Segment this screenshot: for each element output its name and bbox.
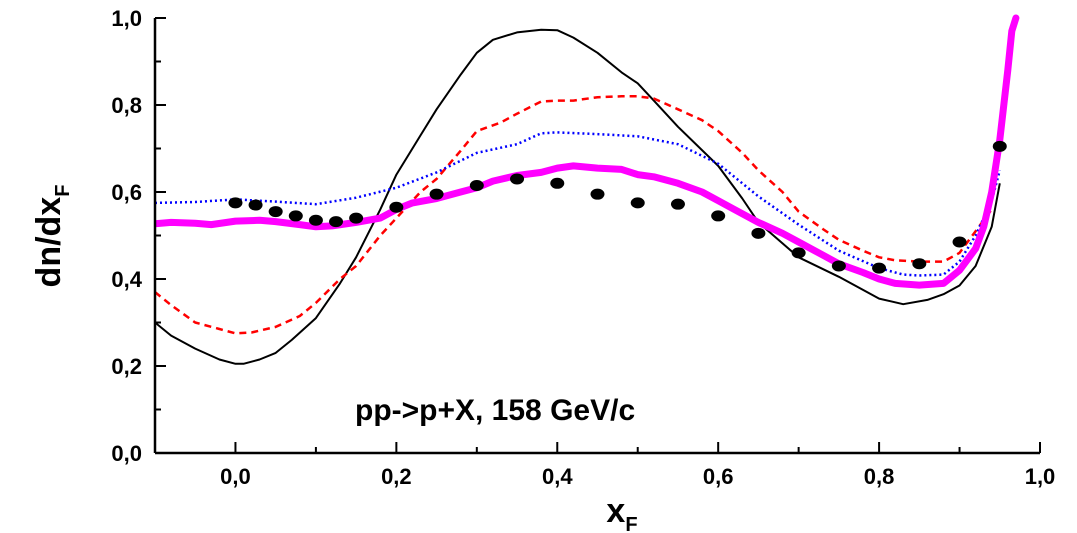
series-line-dashed [155, 95, 993, 335]
data-point-marker [429, 188, 444, 200]
y-axis-title-main: dn/dx [30, 197, 68, 288]
data-point-marker [349, 212, 364, 224]
data-point-marker [590, 188, 605, 200]
chart-annotation: pp->p+X, 158 GeV/c [355, 394, 635, 427]
data-point-marker [550, 177, 565, 189]
y-tick-label: 0,6 [111, 180, 142, 205]
axes-layer: 0,0 0,2 0,4 0,6 0,8 1,0 0,0 0,2 0,4 0,6 0,8 1,0 [111, 6, 1055, 489]
data-point-marker [670, 198, 685, 210]
x-axis-title-main: x [606, 492, 625, 530]
data-point-marker [872, 262, 887, 274]
y-tick-label: 0,4 [111, 267, 142, 292]
series-layer [155, 14, 1020, 365]
y-axis-title: dn/dxF [30, 185, 74, 288]
series-line-dotted [155, 131, 1002, 277]
x-tick-label: 1,0 [1025, 464, 1056, 489]
labels-layer: pp->p+X, 158 GeV/c xF dn/dxF [30, 185, 638, 533]
series-line-thick [155, 14, 1020, 289]
data-point-marker [510, 173, 525, 185]
y-tick-label: 0,8 [111, 93, 142, 118]
data-point-marker [912, 258, 927, 270]
y-tick-label: 1,0 [111, 6, 142, 31]
y-tick-label: 0,2 [111, 354, 142, 379]
data-point-marker [630, 197, 645, 209]
data-point-marker [952, 236, 967, 248]
data-point-marker [831, 260, 846, 272]
y-axis-title-sub: F [52, 185, 74, 197]
x-tick-label: 0,8 [864, 464, 895, 489]
data-point-marker [992, 140, 1007, 152]
data-point-marker [751, 227, 766, 239]
x-axis-title: xF [606, 492, 637, 533]
data-point-marker [469, 179, 484, 191]
x-tick-label: 0,4 [542, 464, 573, 489]
x-axis-title-sub: F [625, 514, 637, 533]
y-tick-label: 0,0 [111, 441, 142, 466]
data-point-marker [288, 210, 303, 222]
data-point-marker [389, 201, 404, 213]
data-point-marker [228, 197, 243, 209]
x-tick-label: 0,6 [703, 464, 734, 489]
x-tick-label: 0,0 [220, 464, 251, 489]
data-point-marker [329, 216, 344, 228]
data-point-marker [711, 210, 726, 222]
series-line-solid [155, 28, 1001, 365]
data-point-marker [791, 247, 806, 259]
series-markers [228, 140, 1007, 274]
data-point-marker [268, 206, 283, 218]
data-point-marker [248, 199, 263, 211]
x-tick-label: 0,2 [381, 464, 412, 489]
data-point-marker [308, 214, 323, 226]
